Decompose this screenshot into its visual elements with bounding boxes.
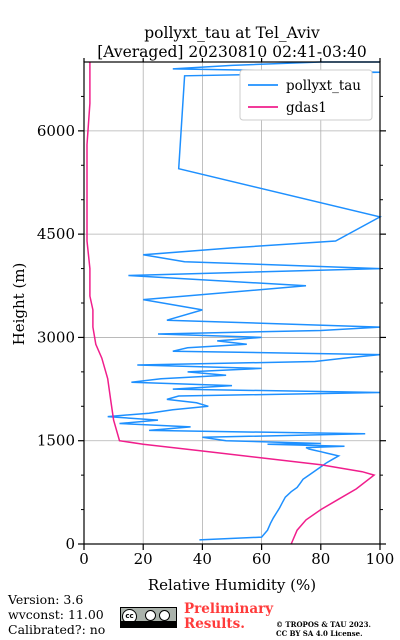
series-line-pollyxt_tau [107,61,383,541]
wvconst-text: wvconst: 11.00 [8,607,104,622]
version-text: Version: 3.6 [8,592,84,607]
preliminary-line-2: Results. [184,616,245,632]
x-tick-label: 40 [193,550,212,568]
preliminary-line-1: Preliminary [184,601,274,617]
x-tick-label: 80 [311,550,330,568]
license-line-2: CC BY SA 4.0 License. [276,629,363,638]
by-icon [145,610,156,621]
y-tick-label: 4500 [37,225,75,243]
sa-icon [159,610,170,621]
chart-subtitle: [Averaged] 20230810 02:41-03:40 [97,43,367,61]
y-tick-label: 3000 [37,328,75,346]
cc-badge-bar [121,621,176,627]
cc-license-icon: cc [120,607,177,628]
x-tick-label: 0 [79,550,89,568]
x-tick-label: 100 [366,550,395,568]
legend-label-gdas1: gdas1 [286,100,327,116]
chart-title: pollyxt_tau at Tel_Aviv [144,24,320,42]
x-axis-label: Relative Humidity (%) [148,576,316,594]
series-line-gdas1 [86,62,376,545]
calibrated-text: Calibrated?: no [8,622,106,637]
license-text: © TROPOS & TAU 2023. CC BY SA 4.0 Licens… [276,620,371,638]
y-tick-label: 1500 [37,432,75,450]
y-tick-label: 6000 [37,122,75,140]
y-tick-label: 0 [65,535,75,553]
legend-label-pollyxt_tau: pollyxt_tau [286,78,361,94]
y-axis-label: Height (m) [10,263,28,346]
x-tick-label: 60 [252,550,271,568]
x-tick-label: 20 [134,550,153,568]
footer-info: Version: 3.6 wvconst: 11.00 Calibrated?:… [8,592,105,637]
plot-area: 0 20 40 60 80 100 0 1500 3000 4500 6000 pollyxt_tau… [37,58,395,568]
plot-frame [83,61,381,545]
license-line-1: © TROPOS & TAU 2023. [276,620,371,629]
preliminary-notice: Preliminary Results. [184,602,273,632]
